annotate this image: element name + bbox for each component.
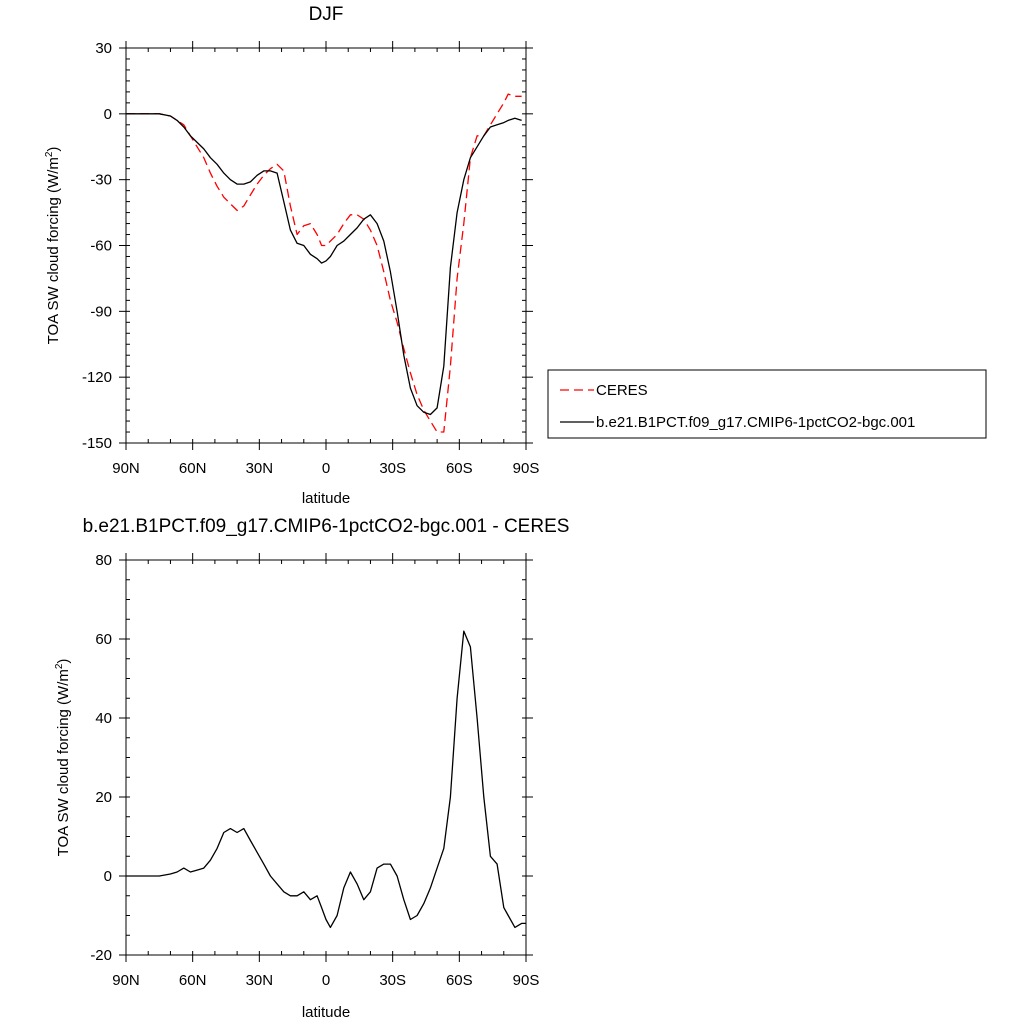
plot-frame bbox=[125, 47, 527, 444]
x-tick-label: 60N bbox=[179, 460, 207, 477]
x-tick-label: 0 bbox=[322, 972, 330, 989]
y-tick-label: 60 bbox=[95, 631, 112, 648]
x-tick-label: 90N bbox=[112, 972, 140, 989]
x-tick-label: 0 bbox=[322, 460, 330, 477]
chart-title: DJF bbox=[309, 4, 344, 25]
series-line-1 bbox=[126, 93, 522, 433]
y-axis-label: TOA SW cloud forcing (W/m2) bbox=[44, 147, 62, 345]
y-tick-label: -150 bbox=[82, 435, 112, 452]
y-tick-label: 0 bbox=[104, 868, 112, 885]
x-tick-label: 30N bbox=[246, 460, 274, 477]
x-tick-label: 60N bbox=[179, 972, 207, 989]
y-tick-label: 0 bbox=[104, 106, 112, 123]
y-tick-label: -120 bbox=[82, 369, 112, 386]
y-tick-label: 80 bbox=[95, 552, 112, 569]
y-tick-label: -60 bbox=[90, 238, 112, 255]
x-tick-label: 90N bbox=[112, 460, 140, 477]
y-tick-label: 20 bbox=[95, 789, 112, 806]
legend: CERES b.e21.B1PCT.f09_g17.CMIP6-1pctCO2-b… bbox=[547, 369, 987, 439]
y-tick-label: -90 bbox=[90, 303, 112, 320]
x-tick-label: 30N bbox=[246, 972, 274, 989]
x-axis-label: latitude bbox=[302, 1004, 350, 1021]
x-tick-label: 90S bbox=[513, 460, 540, 477]
chart-panel-2: b.e21.B1PCT.f09_g17.CMIP6-1pctCO2-bgc.00… bbox=[54, 516, 569, 1021]
legend-label-2: b.e21.B1PCT.f09_g17.CMIP6-1pctCO2-bgc.00… bbox=[596, 414, 915, 431]
x-tick-label: 90S bbox=[513, 972, 540, 989]
x-tick-label: 30S bbox=[379, 460, 406, 477]
x-tick-label: 30S bbox=[379, 972, 406, 989]
plot-frame bbox=[125, 559, 527, 956]
series-line-1 bbox=[126, 630, 526, 929]
x-tick-label: 60S bbox=[446, 972, 473, 989]
x-axis-label: latitude bbox=[302, 490, 350, 507]
legend-box bbox=[547, 369, 987, 439]
y-tick-label: 40 bbox=[95, 710, 112, 727]
y-tick-label: -30 bbox=[90, 172, 112, 189]
y-axis-label: TOA SW cloud forcing (W/m2) bbox=[54, 659, 72, 857]
y-tick-label: 30 bbox=[95, 40, 112, 57]
chart-title: b.e21.B1PCT.f09_g17.CMIP6-1pctCO2-bgc.00… bbox=[83, 516, 570, 537]
y-tick-label: -20 bbox=[90, 947, 112, 964]
legend-label-1: CERES bbox=[596, 382, 648, 399]
x-tick-label: 60S bbox=[446, 460, 473, 477]
series-line-2 bbox=[126, 113, 522, 416]
